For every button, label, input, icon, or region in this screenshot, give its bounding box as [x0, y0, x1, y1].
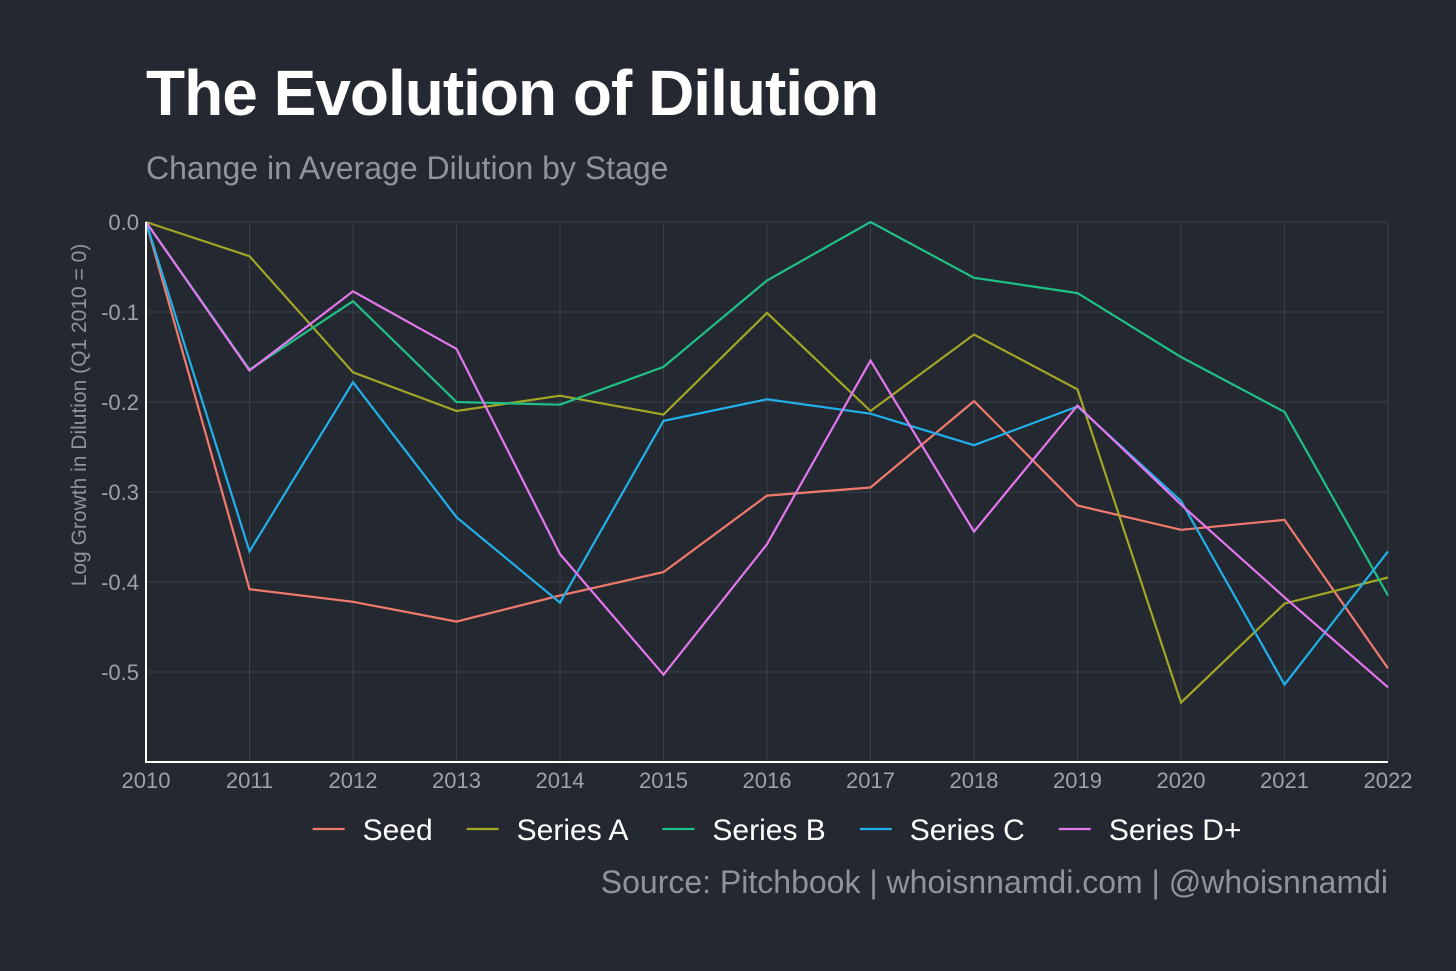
y-tick-label: 0.0 — [108, 210, 139, 235]
legend-label-seed: Seed — [363, 814, 433, 847]
x-tick-label: 2011 — [226, 768, 273, 793]
legend-label-series-c: Series C — [910, 814, 1025, 847]
y-tick-label: -0.1 — [101, 300, 139, 325]
x-tick-label: 2012 — [329, 768, 378, 793]
x-tick-label: 2018 — [950, 768, 999, 793]
x-tick-label: 2015 — [639, 768, 688, 793]
series-line-series-b — [145, 220, 1389, 597]
y-axis-label: Log Growth in Dilution (Q1 2010 = 0) — [68, 244, 91, 587]
x-tick-label: 2013 — [432, 768, 481, 793]
y-tick-label: -0.3 — [101, 480, 139, 505]
x-tick-label: 2010 — [122, 768, 171, 793]
x-tick-label: 2014 — [536, 768, 585, 793]
axes — [145, 222, 1388, 763]
series-lines — [144, 220, 1389, 705]
series-line-series-a — [145, 220, 1389, 705]
legend-label-series-b: Series B — [712, 814, 825, 847]
chart-title: The Evolution of Dilution — [146, 57, 879, 129]
legend: Seed Series A Series B Series C Series D+ — [312, 814, 1242, 847]
legend-label-series-a: Series A — [517, 814, 629, 847]
series-line-series-c — [144, 221, 1389, 687]
y-tick-label: -0.5 — [101, 660, 139, 685]
series-line-seed — [144, 221, 1389, 670]
x-tick-label: 2020 — [1157, 768, 1206, 793]
legend-label-series-d: Series D+ — [1109, 814, 1242, 847]
x-tick-label: 2017 — [846, 768, 895, 793]
y-tick-label: -0.2 — [101, 390, 139, 415]
x-tick-label: 2016 — [743, 768, 792, 793]
chart-subtitle: Change in Average Dilution by Stage — [146, 150, 669, 186]
x-tick-label: 2022 — [1364, 768, 1413, 793]
grid-lines — [145, 221, 1389, 762]
x-tick-label: 2021 — [1260, 768, 1309, 793]
series-line-series-d — [145, 221, 1389, 689]
tick-labels: 0.0 -0.1 -0.2 -0.3 -0.4 -0.5 2010 2011 2012 2013 2… — [101, 210, 1412, 793]
source-caption: Source: Pitchbook | whoisnnamdi.com | @w… — [600, 864, 1388, 900]
y-tick-label: -0.4 — [101, 570, 139, 595]
x-tick-label: 2019 — [1053, 768, 1102, 793]
